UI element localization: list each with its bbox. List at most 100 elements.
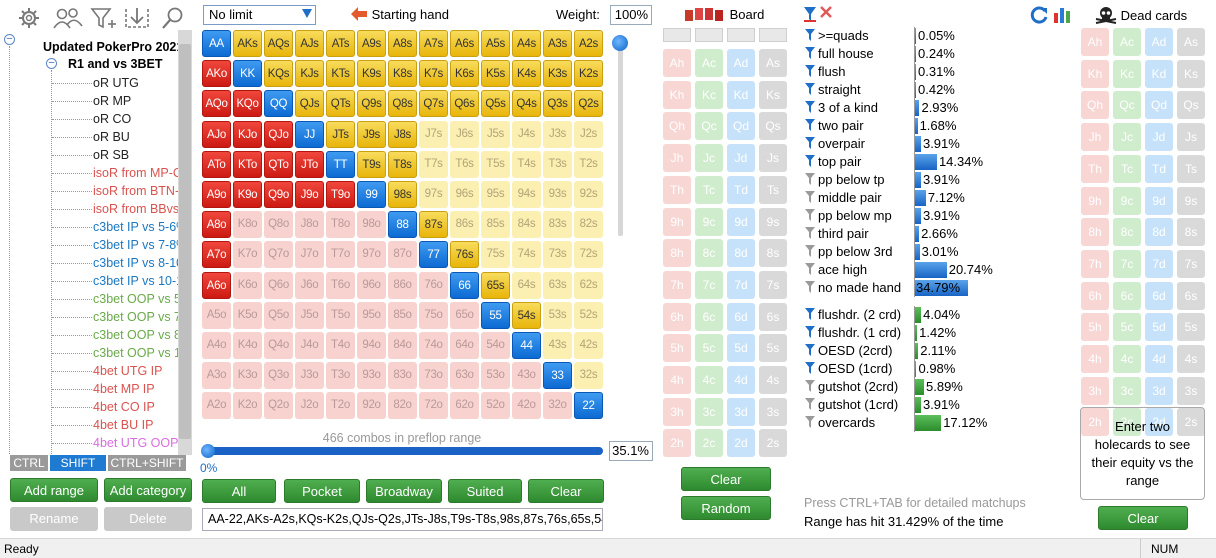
hand-cell[interactable]: 85s <box>481 211 510 238</box>
dead-card[interactable]: Kh <box>1081 59 1109 88</box>
hand-cell[interactable]: KQo <box>233 90 262 117</box>
stat-row-made-hand[interactable]: ace high <box>805 261 867 279</box>
hand-cell[interactable]: 87o <box>388 241 417 268</box>
dead-card[interactable]: 2c <box>1113 408 1141 437</box>
hand-cell[interactable]: QTs <box>326 90 355 117</box>
board-card[interactable]: Qs <box>759 112 787 141</box>
hand-cell[interactable]: KJs <box>295 60 324 87</box>
hand-cell[interactable]: 65o <box>450 302 479 329</box>
hand-cell[interactable]: 93s <box>543 181 572 208</box>
hand-cell[interactable]: JTs <box>326 121 355 148</box>
hand-cell[interactable]: 42s <box>574 332 603 359</box>
filter-active-icon[interactable] <box>805 137 815 149</box>
filter-plus-icon[interactable] <box>90 6 118 30</box>
hand-cell[interactable]: T4s <box>512 151 541 178</box>
hand-cell[interactable]: 84o <box>388 332 417 359</box>
tree-item[interactable]: oR CO <box>93 112 132 126</box>
board-card[interactable]: 9c <box>695 207 723 236</box>
hand-cell[interactable]: T3s <box>543 151 572 178</box>
board-card[interactable]: 4d <box>727 366 755 394</box>
dead-card[interactable]: 7c <box>1113 249 1141 278</box>
board-card[interactable]: Td <box>727 175 755 204</box>
board-card[interactable]: 3c <box>695 397 723 426</box>
tree-item[interactable]: c3bet IP vs 5-6% <box>93 220 188 234</box>
hand-cell[interactable]: 97s <box>419 181 448 208</box>
hand-cell[interactable]: J3s <box>543 121 572 148</box>
hand-cell[interactable]: Q9o <box>264 181 293 208</box>
hand-cell[interactable]: Q2s <box>574 90 603 117</box>
hand-cell[interactable]: J5s <box>481 121 510 148</box>
hand-cell[interactable]: 82s <box>574 211 603 238</box>
stat-row-made-hand[interactable]: >=quads <box>805 27 869 45</box>
board-card[interactable]: As <box>759 49 787 77</box>
hand-cell[interactable]: K9o <box>233 181 262 208</box>
board-card[interactable]: Js <box>759 144 787 173</box>
hand-cell[interactable]: K7o <box>233 241 262 268</box>
add-range-button[interactable]: Add range <box>10 478 98 502</box>
board-card[interactable]: 3d <box>727 397 755 426</box>
hand-cell[interactable]: 65s <box>481 272 510 299</box>
hand-cell[interactable]: 54s <box>512 302 541 329</box>
hand-cell[interactable]: A7s <box>419 30 448 57</box>
dead-card[interactable]: Td <box>1145 154 1173 183</box>
board-card[interactable]: 8h <box>663 239 691 268</box>
hand-cell[interactable]: 74s <box>512 241 541 268</box>
hand-cell[interactable]: 95o <box>357 302 386 329</box>
hand-cell[interactable]: 32s <box>574 362 603 389</box>
hand-cell[interactable]: Q8o <box>264 211 293 238</box>
board-card[interactable]: 6d <box>727 302 755 331</box>
hand-cell[interactable]: 92o <box>357 392 386 419</box>
hand-cell[interactable]: T3o <box>326 362 355 389</box>
hand-cell[interactable]: K6o <box>233 272 262 299</box>
dead-card[interactable]: 4d <box>1145 345 1173 373</box>
hand-cell[interactable]: 92s <box>574 181 603 208</box>
tree-item[interactable]: c3bet OOP vs 7-8 <box>93 310 192 324</box>
hand-cell[interactable]: A3o <box>202 362 231 389</box>
hand-cell[interactable]: 86s <box>450 211 479 238</box>
hand-cell[interactable]: A8o <box>202 211 231 238</box>
stat-row-draw[interactable]: OESD (1crd) <box>805 360 892 378</box>
board-card[interactable]: 2s <box>759 429 787 458</box>
stat-row-made-hand[interactable]: two pair <box>805 117 864 135</box>
hand-cell[interactable]: Q6o <box>264 272 293 299</box>
hand-cell[interactable]: KTs <box>326 60 355 87</box>
board-card[interactable]: Ac <box>695 49 723 77</box>
board-card[interactable]: 9d <box>727 207 755 236</box>
stat-row-draw[interactable]: OESD (2crd) <box>805 342 892 360</box>
hand-cell[interactable]: 74o <box>419 332 448 359</box>
hand-cell[interactable]: Q4o <box>264 332 293 359</box>
hand-cell[interactable]: J9s <box>357 121 386 148</box>
hand-cell[interactable]: AJo <box>202 121 231 148</box>
hand-cell[interactable]: T2s <box>574 151 603 178</box>
hand-cell[interactable]: J2o <box>295 392 324 419</box>
board-card[interactable]: 2d <box>727 429 755 458</box>
hand-cell[interactable]: 93o <box>357 362 386 389</box>
board-card[interactable]: Th <box>663 175 691 204</box>
dead-card[interactable]: 7d <box>1145 249 1173 278</box>
hand-cell[interactable]: 77 <box>419 241 448 268</box>
hand-cell[interactable]: 64s <box>512 272 541 299</box>
hand-cell[interactable]: 62s <box>574 272 603 299</box>
board-card[interactable]: Kh <box>663 80 691 109</box>
hand-cell[interactable]: 84s <box>512 211 541 238</box>
dead-card[interactable]: 4s <box>1177 345 1205 373</box>
dead-card[interactable]: Qc <box>1113 91 1141 120</box>
board-card[interactable]: 9s <box>759 207 787 236</box>
dead-card[interactable]: Qs <box>1177 91 1205 120</box>
filter-inactive-icon[interactable] <box>805 416 815 428</box>
hand-cell[interactable]: KTo <box>233 151 262 178</box>
dead-card[interactable]: 6d <box>1145 281 1173 310</box>
hand-cell[interactable]: A8s <box>388 30 417 57</box>
dead-card[interactable]: 4h <box>1081 345 1109 373</box>
hand-cell[interactable]: 94s <box>512 181 541 208</box>
dead-clear-button[interactable]: Clear <box>1098 506 1188 530</box>
hand-cell[interactable]: A6s <box>450 30 479 57</box>
filter-inactive-icon[interactable] <box>805 281 815 293</box>
filter-active-icon[interactable] <box>805 83 815 95</box>
hand-cell[interactable]: AKs <box>233 30 262 57</box>
filter-active-icon[interactable] <box>805 344 815 356</box>
range-percent-input[interactable]: 35.1% <box>609 441 653 461</box>
filter-active-icon[interactable] <box>805 155 815 167</box>
suited-button[interactable]: Suited <box>448 479 522 503</box>
hand-cell[interactable]: 44 <box>512 332 541 359</box>
